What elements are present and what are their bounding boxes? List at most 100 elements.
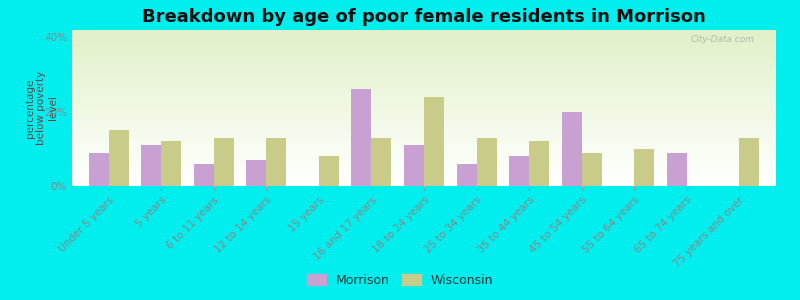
Title: Breakdown by age of poor female residents in Morrison: Breakdown by age of poor female resident… bbox=[142, 8, 706, 26]
Bar bbox=[72, 127, 776, 128]
Bar bbox=[72, 170, 776, 171]
Bar bbox=[72, 57, 776, 58]
Bar bbox=[72, 54, 776, 55]
Bar bbox=[529, 141, 549, 186]
Bar bbox=[72, 69, 776, 70]
Text: City-Data.com: City-Data.com bbox=[691, 35, 755, 44]
Bar bbox=[72, 70, 776, 71]
Bar bbox=[72, 185, 776, 186]
Bar bbox=[72, 41, 776, 42]
Bar bbox=[72, 64, 776, 65]
Bar bbox=[72, 150, 776, 151]
Bar bbox=[72, 85, 776, 86]
Bar bbox=[477, 138, 497, 186]
Bar bbox=[72, 108, 776, 109]
Bar bbox=[72, 43, 776, 44]
Bar bbox=[72, 154, 776, 155]
Bar bbox=[72, 148, 776, 149]
Bar bbox=[72, 97, 776, 98]
Bar bbox=[72, 78, 776, 79]
Bar bbox=[89, 153, 109, 186]
Bar bbox=[72, 119, 776, 120]
Bar bbox=[72, 71, 776, 72]
Bar bbox=[72, 173, 776, 174]
Bar bbox=[72, 117, 776, 118]
Bar bbox=[72, 126, 776, 127]
Bar bbox=[72, 138, 776, 139]
Bar bbox=[351, 89, 371, 186]
Bar bbox=[72, 153, 776, 154]
Bar bbox=[72, 83, 776, 84]
Bar bbox=[72, 73, 776, 74]
Bar bbox=[72, 113, 776, 114]
Bar bbox=[72, 42, 776, 43]
Bar bbox=[72, 67, 776, 68]
Bar bbox=[72, 158, 776, 159]
Bar bbox=[72, 74, 776, 75]
Bar bbox=[72, 125, 776, 126]
Bar bbox=[72, 182, 776, 183]
Bar bbox=[72, 120, 776, 121]
Bar bbox=[72, 30, 776, 31]
Bar bbox=[72, 132, 776, 133]
Bar bbox=[72, 88, 776, 89]
Y-axis label: percentage
below poverty
level: percentage below poverty level bbox=[25, 71, 58, 145]
Bar bbox=[72, 175, 776, 176]
Bar bbox=[246, 160, 266, 186]
Legend: Morrison, Wisconsin: Morrison, Wisconsin bbox=[303, 270, 497, 291]
Bar bbox=[72, 136, 776, 137]
Bar bbox=[72, 40, 776, 41]
Bar bbox=[72, 45, 776, 46]
Bar bbox=[72, 122, 776, 123]
Bar bbox=[457, 164, 477, 186]
Bar bbox=[72, 172, 776, 173]
Bar bbox=[72, 147, 776, 148]
Bar bbox=[72, 111, 776, 112]
Bar bbox=[72, 87, 776, 88]
Bar bbox=[72, 32, 776, 33]
Bar bbox=[72, 115, 776, 116]
Bar bbox=[72, 92, 776, 93]
Bar bbox=[72, 128, 776, 129]
Bar bbox=[72, 141, 776, 142]
Bar bbox=[266, 138, 286, 186]
Bar bbox=[72, 86, 776, 87]
Bar bbox=[72, 164, 776, 165]
Bar bbox=[72, 89, 776, 90]
Bar bbox=[72, 50, 776, 51]
Bar bbox=[72, 59, 776, 60]
Bar bbox=[162, 141, 182, 186]
Bar bbox=[72, 118, 776, 119]
Bar bbox=[72, 102, 776, 103]
Bar bbox=[72, 104, 776, 105]
Bar bbox=[72, 72, 776, 73]
Bar bbox=[72, 52, 776, 53]
Bar bbox=[72, 47, 776, 48]
Bar bbox=[72, 53, 776, 54]
Bar bbox=[72, 151, 776, 152]
Bar bbox=[72, 166, 776, 167]
Bar bbox=[72, 55, 776, 56]
Bar bbox=[72, 82, 776, 83]
Bar bbox=[72, 61, 776, 62]
Bar bbox=[72, 169, 776, 170]
Bar bbox=[404, 145, 424, 186]
Bar bbox=[739, 138, 759, 186]
Bar bbox=[666, 153, 686, 186]
Bar bbox=[72, 176, 776, 177]
Bar bbox=[72, 44, 776, 45]
Bar bbox=[194, 164, 214, 186]
Bar bbox=[72, 96, 776, 97]
Bar bbox=[72, 33, 776, 34]
Bar bbox=[72, 80, 776, 81]
Bar bbox=[72, 81, 776, 82]
Bar bbox=[72, 140, 776, 141]
Bar bbox=[72, 101, 776, 102]
Bar bbox=[72, 94, 776, 95]
Bar bbox=[72, 181, 776, 182]
Bar bbox=[72, 60, 776, 61]
Bar bbox=[72, 144, 776, 145]
Bar bbox=[72, 93, 776, 94]
Bar bbox=[72, 161, 776, 162]
Bar bbox=[72, 56, 776, 57]
